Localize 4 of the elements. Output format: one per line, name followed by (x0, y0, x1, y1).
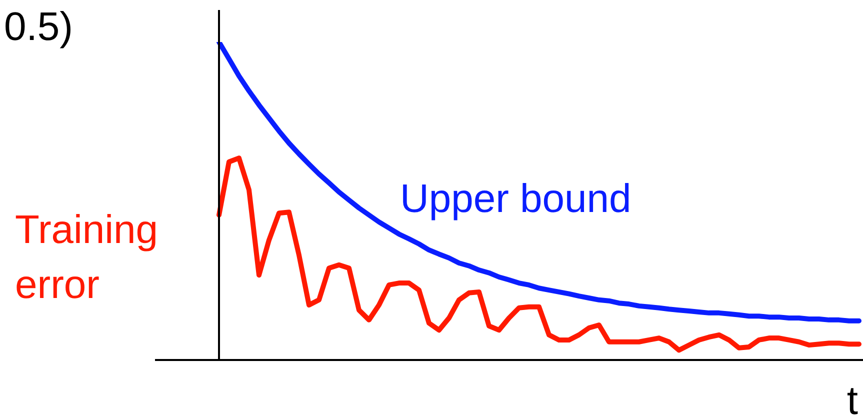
x-axis-title: t (846, 379, 858, 419)
series-label: Training error (15, 208, 158, 307)
series-label: Upper bound (400, 177, 632, 221)
text: 0.5) (4, 5, 73, 49)
